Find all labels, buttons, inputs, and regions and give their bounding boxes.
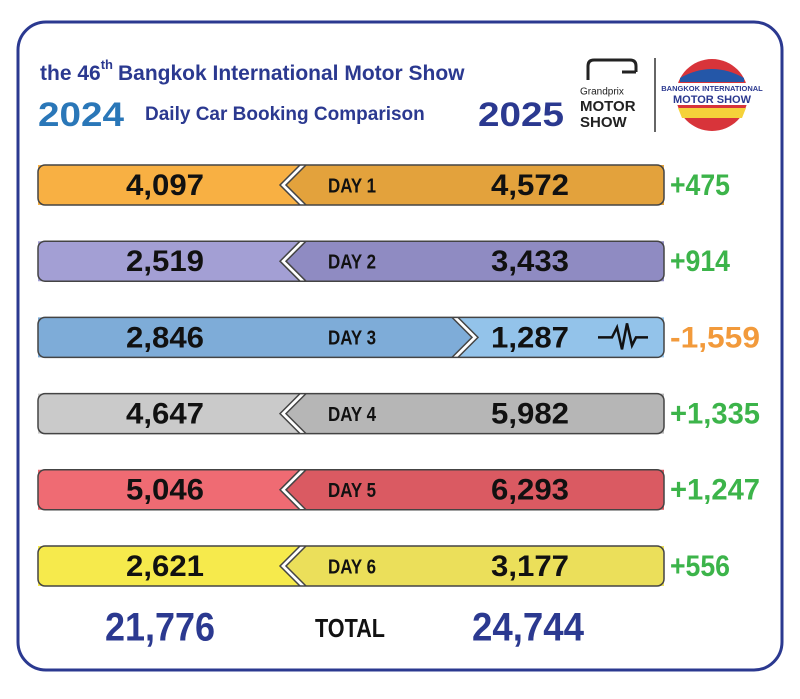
value-2025: 4,572 bbox=[491, 169, 569, 202]
day-label: DAY 2 bbox=[328, 251, 376, 273]
chevron bbox=[278, 545, 307, 587]
bar-outline bbox=[37, 469, 665, 511]
day-label: DAY 6 bbox=[328, 556, 376, 578]
day-label: DAY 3 bbox=[328, 328, 376, 350]
flag-band bbox=[680, 69, 744, 82]
grandprix-text: Grandprix bbox=[580, 87, 624, 98]
bar-outline bbox=[37, 316, 665, 359]
day-label: DAY 1 bbox=[328, 175, 376, 197]
total-label: TOTAL bbox=[315, 613, 385, 643]
value-2024: 2,519 bbox=[126, 245, 204, 278]
bar-outline bbox=[37, 392, 665, 435]
value-2025: 3,433 bbox=[491, 245, 569, 278]
chevron bbox=[278, 240, 307, 282]
chevron bbox=[278, 164, 307, 206]
bar-right bbox=[286, 469, 664, 510]
day-label: DAY 4 bbox=[328, 404, 377, 426]
bar-right bbox=[286, 393, 664, 434]
value-2025: 3,177 bbox=[491, 550, 569, 583]
value-2025: 1,287 bbox=[491, 321, 569, 354]
bar-left bbox=[38, 317, 472, 358]
bar-outline bbox=[37, 240, 665, 282]
difference: +556 bbox=[670, 550, 730, 583]
grandprix-show: SHOW bbox=[580, 114, 628, 131]
bar-left bbox=[38, 165, 300, 205]
value-2024: 2,846 bbox=[126, 321, 204, 354]
bar-left bbox=[38, 393, 300, 434]
value-2024: 4,647 bbox=[126, 398, 204, 431]
day-label: DAY 5 bbox=[328, 480, 376, 502]
total-right: 24,744 bbox=[472, 606, 585, 650]
title: the 46th Bangkok International Motor Show bbox=[40, 57, 465, 84]
logo-band bbox=[664, 83, 760, 105]
difference: +475 bbox=[670, 169, 730, 202]
bar-left bbox=[38, 241, 300, 282]
bims-top: BANGKOK INTERNATIONAL bbox=[661, 84, 763, 93]
bar-right bbox=[286, 546, 664, 586]
value-2024: 2,621 bbox=[126, 550, 204, 583]
grandprix-mark bbox=[586, 58, 638, 80]
chevron bbox=[278, 469, 307, 511]
chevron bbox=[451, 316, 480, 358]
flag-band bbox=[678, 108, 746, 118]
value-2024: 5,046 bbox=[126, 474, 204, 507]
grandprix-motor: MOTOR bbox=[580, 98, 636, 115]
pulse-icon bbox=[598, 323, 648, 350]
bar-outline bbox=[37, 545, 665, 587]
value-2024: 4,097 bbox=[126, 169, 204, 202]
difference: +914 bbox=[670, 245, 730, 278]
bar-left bbox=[38, 546, 300, 586]
value-2025: 5,982 bbox=[491, 398, 569, 431]
difference: -1,559 bbox=[670, 321, 760, 354]
year-right: 2025 bbox=[478, 96, 564, 134]
difference: +1,335 bbox=[670, 398, 760, 431]
value-2025: 6,293 bbox=[491, 474, 569, 507]
title-sup: th bbox=[101, 57, 113, 72]
bar-left bbox=[38, 469, 300, 510]
subtitle: Daily Car Booking Comparison bbox=[145, 104, 425, 125]
total-left: 21,776 bbox=[105, 606, 215, 650]
difference: +1,247 bbox=[670, 474, 760, 507]
title-prefix: the 46 bbox=[40, 62, 101, 85]
chevron bbox=[278, 393, 307, 435]
bar-outline bbox=[37, 164, 665, 206]
bims-bottom: MOTOR SHOW bbox=[673, 94, 752, 106]
title-rest: Bangkok International Motor Show bbox=[118, 62, 465, 85]
bar-right bbox=[286, 241, 664, 282]
bar-right bbox=[286, 165, 664, 205]
year-left: 2024 bbox=[38, 96, 124, 134]
bar-right bbox=[458, 317, 664, 358]
